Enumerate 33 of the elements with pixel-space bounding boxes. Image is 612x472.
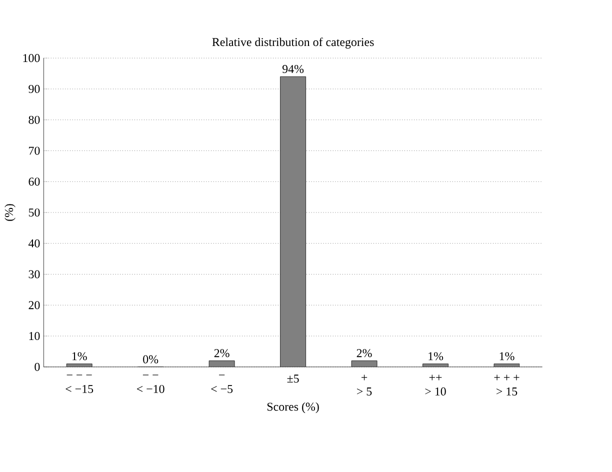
y-tick-label: 60 bbox=[28, 178, 40, 186]
data-label: 2% bbox=[214, 349, 230, 358]
x-tick-label: − − − < −15 bbox=[66, 374, 94, 394]
y-tick-label: 70 bbox=[29, 146, 40, 155]
y-tick-label: 90 bbox=[28, 85, 40, 94]
bar bbox=[494, 364, 520, 368]
bar bbox=[351, 360, 378, 368]
y-tick-label: 100 bbox=[23, 54, 40, 62]
y-tick-label: 50 bbox=[28, 208, 40, 217]
x-tick-label: − < −5 bbox=[211, 374, 233, 394]
y-tick-label: 80 bbox=[28, 116, 40, 124]
bar bbox=[422, 364, 448, 368]
x-tick-label: ++ > 10 bbox=[425, 374, 446, 396]
y-tick-label: 30 bbox=[28, 270, 40, 278]
chart-title: Relative distribution of categories bbox=[212, 38, 374, 49]
bar bbox=[66, 364, 92, 368]
data-label: 0% bbox=[143, 355, 158, 364]
bar bbox=[208, 360, 235, 368]
data-label: 1% bbox=[500, 352, 514, 360]
y-axis-title: (%) bbox=[4, 204, 16, 222]
y-tick-label: 10 bbox=[29, 332, 40, 340]
y-tick-label: 40 bbox=[28, 239, 40, 248]
x-tick-label: + + + > 15 bbox=[494, 374, 520, 396]
data-label: 2% bbox=[356, 349, 372, 358]
data-label: 1% bbox=[428, 352, 444, 360]
data-label: 1% bbox=[72, 352, 87, 360]
x-tick-label: ±5 bbox=[287, 374, 299, 383]
y-tick-label: 20 bbox=[28, 301, 40, 310]
x-tick-label: + > 5 bbox=[357, 374, 372, 396]
data-label: 94% bbox=[282, 65, 304, 74]
x-axis-title: Scores (%) bbox=[267, 402, 319, 414]
x-tick-label: − − < −10 bbox=[136, 374, 164, 394]
y-tick-label: 0 bbox=[34, 363, 40, 372]
